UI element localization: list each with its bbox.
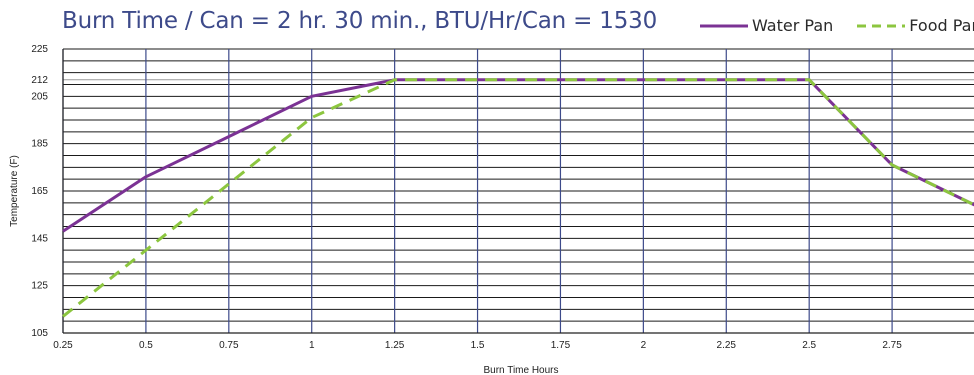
y-tick-label: 212: [31, 75, 48, 86]
y-tick-label: 165: [31, 186, 48, 197]
legend-label-water-pan: Water Pan: [752, 16, 834, 35]
x-tick-label: 2.75: [882, 340, 902, 351]
x-tick-label: 2.5: [802, 340, 816, 351]
x-tick-label: 0.75: [219, 340, 239, 351]
x-tick-label: 2.25: [717, 340, 737, 351]
x-tick-label: 2: [641, 340, 647, 351]
legend-item-food-pan: Food Pan: [857, 16, 974, 35]
y-axis-title: Temperature (F): [9, 155, 20, 227]
legend: Water Pan Food Pan: [700, 16, 974, 35]
legend-item-water-pan: Water Pan: [700, 16, 833, 35]
y-tick-label: 225: [31, 44, 48, 55]
x-axis-title: Burn Time Hours: [483, 365, 558, 375]
x-tick-label: 1: [309, 340, 315, 351]
series-line-food-pan: [62, 78, 974, 318]
legend-label-food-pan: Food Pan: [909, 16, 974, 35]
y-tick-label: 205: [31, 91, 48, 102]
x-tick-label: 1.75: [551, 340, 571, 351]
legend-swatch-water-pan: [700, 24, 748, 28]
x-tick-label: 0.25: [53, 340, 73, 351]
chart-title: Burn Time / Can = 2 hr. 30 min., BTU/Hr/…: [62, 8, 658, 34]
y-tick-label: 145: [31, 233, 48, 244]
y-tick-label: 105: [31, 328, 48, 339]
legend-swatch-food-pan: [857, 24, 906, 28]
x-tick-label: 0.5: [139, 340, 153, 351]
y-tick-label: 185: [31, 139, 48, 150]
y-tick-label: 125: [31, 281, 48, 292]
x-tick-label: 1.25: [385, 340, 405, 351]
x-tick-label: 1.5: [471, 340, 485, 351]
